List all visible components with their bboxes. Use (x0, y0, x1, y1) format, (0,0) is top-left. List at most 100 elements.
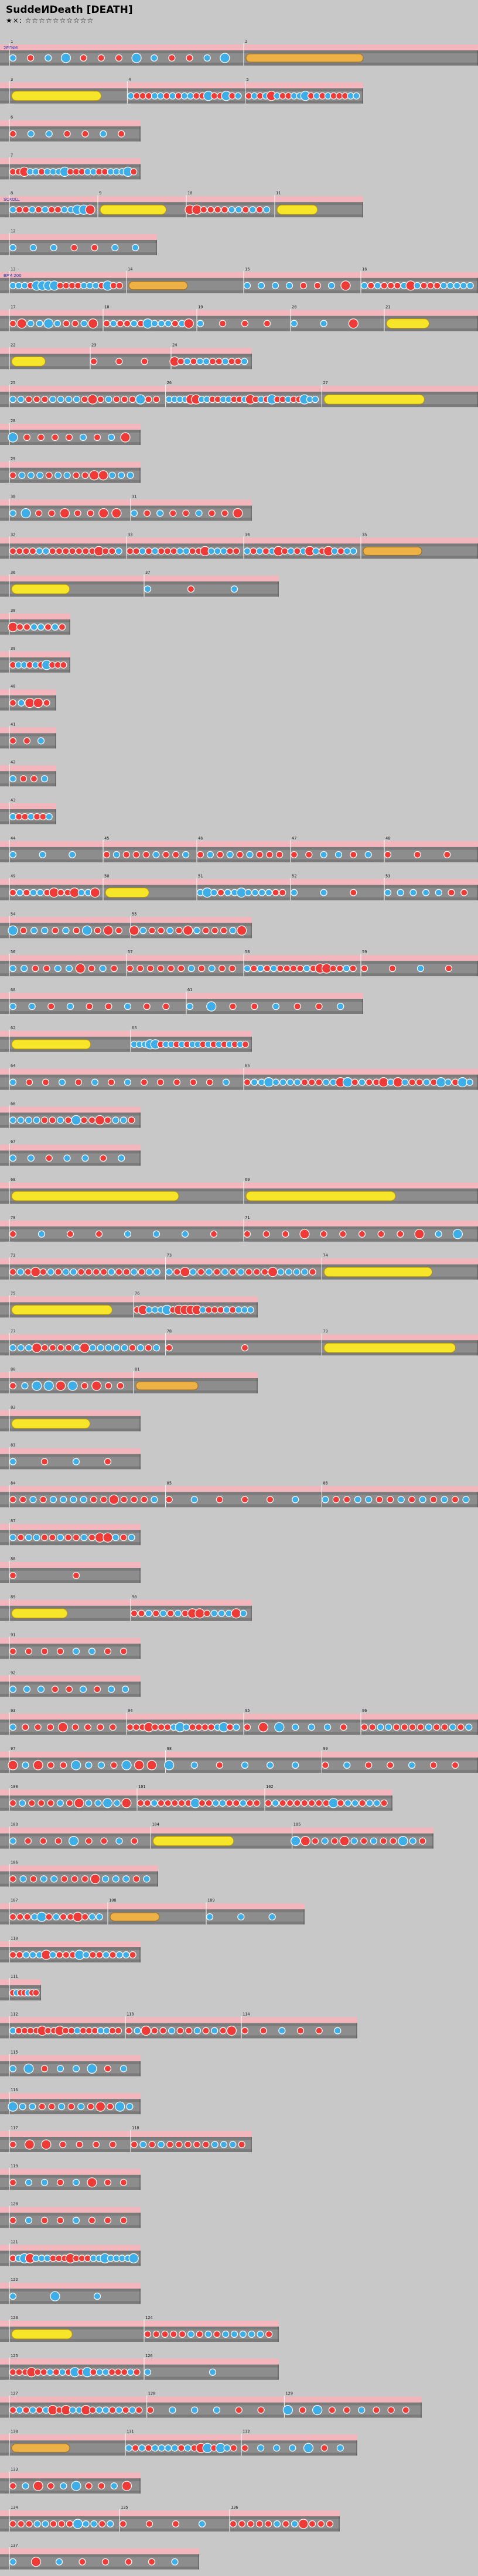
don-note (320, 1230, 327, 1238)
ka-note (457, 1077, 468, 1088)
don-note (39, 813, 47, 821)
ka-note (409, 889, 417, 896)
chart-row: 117 118 (0, 2126, 252, 2152)
don-note (54, 206, 62, 214)
ka-note (77, 2103, 85, 2111)
don-note (132, 2444, 139, 2452)
chart-row: 107 108 109 (0, 1898, 305, 1925)
don-note (115, 1268, 123, 1276)
ka-note (9, 244, 17, 252)
don-note (129, 925, 139, 936)
ka-note (80, 1534, 88, 1542)
chart-row: 30 31 (0, 495, 252, 521)
measure-number: 4 (128, 77, 131, 82)
ka-note (112, 1344, 121, 1352)
don-note (9, 2178, 17, 2186)
don-note (402, 2406, 409, 2414)
don-note (88, 318, 98, 329)
ka-note (134, 2027, 141, 2034)
don-note (52, 2368, 60, 2376)
don-note (339, 1836, 350, 1847)
measure-info-band (0, 879, 478, 885)
don-note (54, 1837, 62, 1845)
measure-number: 129 (285, 2392, 293, 2396)
don-note (167, 1609, 175, 1617)
don-note (73, 927, 80, 934)
measure-number: 65 (245, 1064, 250, 1068)
measure-number: 30 (11, 495, 15, 499)
don-note (79, 2027, 87, 2034)
ka-note (107, 433, 115, 441)
ka-note (272, 1078, 280, 1086)
ka-note (9, 2065, 17, 2073)
measure-number: 12 (11, 229, 15, 234)
don-note (350, 851, 357, 858)
ka-note (351, 1799, 359, 1807)
ka-note (291, 1836, 301, 1847)
don-note (105, 1382, 112, 1390)
don-note (30, 775, 38, 783)
ka-note (50, 244, 57, 252)
note-lane-inner (0, 53, 478, 63)
don-note (258, 1722, 269, 1732)
measure-info-band (0, 2055, 141, 2061)
measure-number: 1 (11, 39, 13, 44)
don-note (289, 965, 298, 972)
don-note (373, 2406, 380, 2414)
don-note (132, 547, 140, 555)
ka-note (247, 1306, 254, 1314)
measure-number: 84 (11, 1481, 15, 1485)
chart-row: 77 78 79 (0, 1329, 478, 1356)
don-note (117, 320, 124, 327)
ka-note (40, 2178, 49, 2186)
ka-note (158, 320, 165, 327)
ka-note (9, 1724, 17, 1731)
don-note (78, 2558, 86, 2565)
ka-note (290, 320, 298, 327)
drumroll-bar (11, 2329, 73, 2339)
balloon-note (11, 2443, 70, 2452)
ka-note (115, 2406, 123, 2414)
don-note (170, 547, 177, 555)
ka-note (226, 851, 234, 858)
chart-row: 122 (0, 2277, 141, 2304)
don-note (100, 1268, 108, 1276)
don-note (9, 2217, 17, 2224)
measure-number: 24 (172, 342, 177, 347)
don-note (21, 813, 29, 821)
ka-note (360, 282, 368, 289)
don-note (162, 1002, 170, 1010)
don-note (226, 547, 234, 555)
ka-note (56, 1799, 64, 1807)
measure-info-band (0, 651, 70, 657)
don-note (66, 1799, 74, 1807)
ka-note (69, 851, 76, 858)
don-note (102, 547, 110, 555)
measure-number: 68 (11, 1177, 15, 1182)
measure-number: 103 (11, 1823, 18, 1827)
ka-note (218, 1609, 226, 1617)
measure-info-band (0, 2510, 340, 2516)
balloon-note (135, 1381, 199, 1390)
don-note (343, 2406, 351, 2414)
don-note (159, 2027, 167, 2034)
chart-row: 103 104 105 (0, 1823, 433, 1849)
ka-note (334, 851, 343, 858)
don-note (23, 737, 31, 745)
measure-info-band (0, 2131, 252, 2137)
don-note (202, 2140, 210, 2149)
don-note (145, 2444, 152, 2452)
don-note (39, 1837, 47, 1845)
measure-number: 5 (247, 77, 249, 82)
ka-note (235, 206, 243, 214)
don-note (107, 2103, 114, 2111)
ka-note (152, 1230, 161, 1238)
measure-number: 127 (11, 2392, 18, 2396)
ka-note (49, 1951, 57, 1959)
don-note (103, 925, 114, 936)
measure-number: 11 (276, 191, 281, 196)
ka-note (465, 1724, 473, 1731)
don-note (429, 1761, 438, 1769)
don-note (238, 2140, 245, 2149)
don-note (40, 2217, 49, 2224)
